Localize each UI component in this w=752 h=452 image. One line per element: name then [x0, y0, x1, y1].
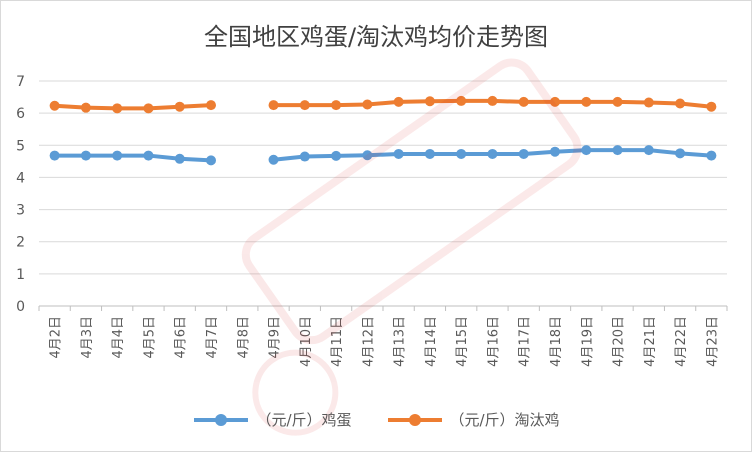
data-point [268, 100, 279, 111]
data-point [112, 150, 123, 161]
x-tick-label: 4月23日 [705, 316, 720, 367]
x-tick-label: 4月20日 [612, 316, 627, 367]
data-point [268, 154, 279, 165]
data-point [331, 100, 342, 111]
data-point [675, 148, 686, 159]
data-point [49, 100, 60, 111]
data-point [643, 97, 654, 108]
x-tick-label: 4月17日 [518, 316, 533, 367]
data-point [299, 100, 310, 111]
data-point [550, 146, 560, 157]
data-point [206, 155, 216, 166]
data-point [612, 145, 623, 156]
data-point [675, 98, 686, 109]
x-tick-label: 4月12日 [361, 316, 376, 367]
x-tick-label: 4月19日 [580, 316, 595, 367]
x-tick-label: 4月6日 [174, 316, 189, 359]
data-point [487, 148, 498, 159]
series-1 [49, 95, 717, 114]
y-tick-label: 5 [16, 138, 25, 154]
legend-item: （元/斤）淘汰鸡 [386, 409, 560, 430]
data-point [612, 96, 623, 107]
x-tick-label: 4月14日 [424, 316, 439, 367]
data-point [112, 103, 123, 114]
data-point [143, 103, 154, 114]
x-tick-label: 4月9日 [268, 316, 283, 359]
x-tick-label: 4月5日 [142, 316, 157, 359]
data-point [643, 145, 654, 156]
y-tick-label: 4 [16, 170, 25, 186]
data-point [424, 148, 435, 159]
x-tick-label: 4月4日 [111, 316, 126, 359]
x-tick-label: 4月11日 [330, 316, 345, 367]
data-point [206, 100, 216, 111]
data-point [706, 101, 717, 112]
y-tick-label: 6 [16, 106, 25, 122]
data-point [174, 153, 185, 164]
y-tick-label: 1 [16, 267, 25, 283]
legend-label: （元/斤）淘汰鸡 [449, 411, 560, 429]
data-point [706, 150, 717, 161]
data-point [393, 96, 404, 107]
data-point [456, 148, 467, 159]
legend-swatch [194, 413, 249, 426]
x-tick-label: 4月16日 [486, 316, 501, 367]
legend: （元/斤）鸡蛋 （元/斤）淘汰鸡 [1, 409, 751, 430]
series-0 [49, 145, 717, 166]
data-point [80, 102, 91, 113]
data-point [518, 148, 529, 159]
data-point [174, 101, 185, 112]
y-tick-label: 2 [16, 235, 25, 251]
data-point [49, 150, 60, 161]
data-point [518, 96, 529, 107]
x-tick-label: 4月3日 [80, 316, 95, 359]
data-point [393, 148, 404, 159]
legend-item: （元/斤）鸡蛋 [192, 409, 352, 430]
data-point [362, 99, 373, 110]
legend-swatch [387, 413, 442, 426]
x-tick-label: 4月2日 [49, 316, 64, 359]
x-tick-label: 4月15日 [455, 316, 470, 367]
legend-label: （元/斤）鸡蛋 [256, 411, 352, 429]
y-tick-label: 0 [16, 299, 25, 315]
data-point [487, 95, 498, 106]
data-point [550, 96, 560, 107]
data-point [456, 95, 467, 106]
x-tick-label: 4月8日 [236, 316, 251, 359]
data-point [299, 151, 310, 162]
x-tick-label: 4月7日 [205, 316, 220, 359]
data-point [331, 150, 342, 161]
x-tick-label: 4月22日 [674, 316, 689, 367]
data-point [581, 145, 592, 156]
y-tick-label: 3 [16, 203, 25, 219]
y-tick-label: 7 [16, 74, 25, 90]
chart-title: 全国地区鸡蛋/淘汰鸡均价走势图 [203, 23, 549, 51]
x-tick-label: 4月10日 [299, 316, 314, 367]
data-point [581, 96, 592, 107]
data-point [143, 150, 154, 161]
x-tick-label: 4月13日 [393, 316, 408, 367]
x-tick-label: 4月18日 [549, 316, 564, 367]
data-point [424, 96, 435, 107]
x-tick-label: 4月21日 [643, 316, 658, 367]
data-point [362, 150, 373, 161]
data-point [80, 150, 91, 161]
